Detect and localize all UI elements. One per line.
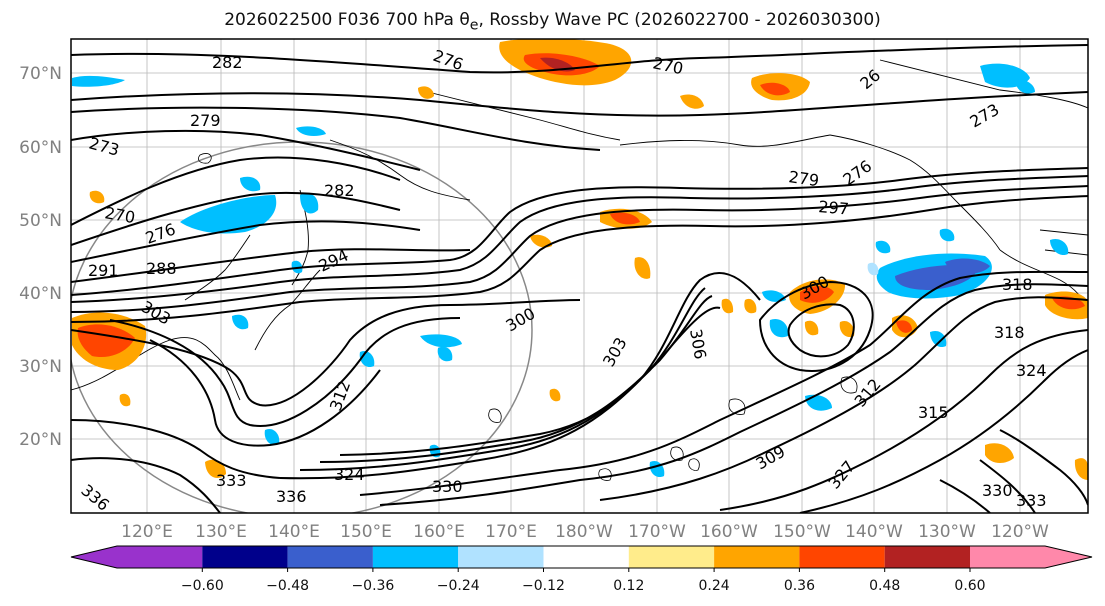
anomaly-outlines [198,153,858,481]
theta-subscript: e [469,17,479,34]
colorbar-label: −0.12 [522,578,565,594]
contour-label: 291 [88,261,119,280]
colorbar-swatch [628,546,715,568]
contour-label: 306 [686,327,710,360]
contour-label: 324 [1016,361,1047,380]
colorbar-label: −0.60 [181,578,224,594]
lon-label: 170°W [628,522,686,542]
lon-label: 130°W [918,522,976,542]
longitude-labels: 120°E 130°E 140°E 150°E 160°E 170°E 180°… [121,522,1049,542]
anomaly-shading [72,39,1088,480]
contour-label: 312 [326,378,354,413]
colorbar-swatch [714,546,800,568]
colorbar: −0.60 −0.48 −0.36 −0.24 −0.12 0.12 0.24 … [70,545,1093,594]
latitude-labels: 70°N 60°N 50°N 40°N 30°N 20°N [19,64,62,450]
contour-label: 282 [324,181,355,200]
lat-label: 30°N [19,357,62,377]
colorbar-swatch [202,546,288,568]
contour-label: 333 [1016,491,1047,510]
lon-label: 140°E [268,522,320,542]
colorbar-label: 0.48 [869,578,900,594]
contour-label: 276 [143,219,178,247]
contour-label: 303 [138,297,174,329]
contour-label: 318 [1002,275,1033,294]
theta-e-contours [71,44,1088,513]
colorbar-swatch [799,546,885,568]
contour-label: 330 [432,477,463,496]
colorbar-label: 0.24 [699,578,730,594]
colorbar-swatch [458,546,544,568]
colorbar-extend-high [1045,546,1092,568]
lon-label: 150°E [340,522,392,542]
lon-label: 150°W [773,522,831,542]
colorbar-label: −0.48 [266,578,309,594]
contour-label: 336 [77,481,113,515]
contour-label: 330 [982,481,1013,500]
contour-label: 288 [146,259,177,278]
lon-label: 170°E [485,522,537,542]
contour-label: 315 [918,403,949,422]
colorbar-swatch [970,546,1045,568]
contour-label: 297 [818,197,850,219]
contour-label: 333 [216,471,247,490]
colorbar-swatch [117,546,203,568]
contour-label: 324 [334,465,365,484]
colorbar-label: 0.36 [784,578,815,594]
lon-label: 120°W [991,522,1049,542]
colorbar-label: −0.24 [437,578,480,594]
lat-label: 20°N [19,430,62,450]
contour-label: 336 [276,487,307,506]
map-panel: 282 276 270 26 273 279 273 282 279 276 2… [71,39,1088,515]
contour-label: 273 [87,134,121,160]
contour-label: 309 [753,442,789,474]
colorbar-label: 0.60 [954,578,985,594]
colorbar-swatch [287,546,373,568]
contour-label: 327 [825,457,859,493]
colorbar-swatch [372,546,459,568]
colorbar-label: 0.12 [613,578,644,594]
contour-label: 300 [503,304,539,336]
lat-label: 70°N [19,64,62,84]
theta-symbol: θ [459,10,470,30]
colorbar-label: −0.36 [351,578,394,594]
lat-label: 40°N [19,284,62,304]
contour-label: 282 [212,53,243,72]
lon-label: 120°E [121,522,173,542]
lon-label: 180°W [555,522,613,542]
map-title: 2026022500 F036 700 hPa θe, Rossby Wave … [224,10,881,34]
contour-label: 279 [787,167,820,190]
lon-label: 140°W [845,522,903,542]
map-frame [70,38,1089,514]
contour-label: 273 [967,100,1003,132]
contour-label: 26 [856,65,884,93]
contour-label: 279 [190,111,221,130]
lon-label: 130°E [195,522,247,542]
colorbar-swatch [543,546,629,568]
colorbar-swatch [884,546,970,568]
lat-label: 60°N [19,138,62,158]
lon-label: 160°E [413,522,465,542]
colorbar-extend-low [71,546,117,568]
contour-label: 318 [994,323,1025,342]
contour-label: 270 [651,53,685,78]
lat-label: 50°N [19,211,62,231]
lon-label: 160°W [700,522,758,542]
contour-label: 303 [599,334,631,370]
